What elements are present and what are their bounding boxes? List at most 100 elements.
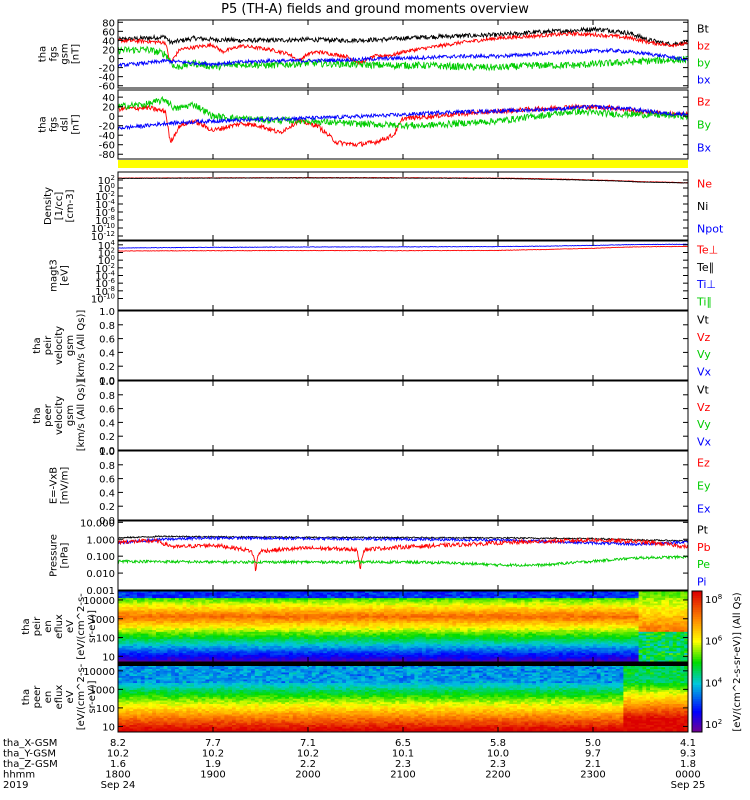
spectrogram-cell	[391, 606, 396, 610]
spectrogram-cell	[463, 649, 469, 652]
spectrogram-cell	[178, 606, 184, 610]
spectrogram-cell	[425, 640, 431, 643]
spectrogram-cell	[425, 599, 431, 603]
spectrogram-cell	[346, 649, 351, 652]
spectrogram-cell	[513, 640, 518, 643]
spectrogram-cell	[532, 619, 537, 622]
spectrogram-cell	[543, 637, 548, 640]
spectrogram-cell	[353, 658, 358, 661]
spectrogram-cell	[304, 626, 309, 629]
spectrogram-cell	[365, 630, 370, 633]
spectrogram-cell	[346, 612, 351, 615]
spectrogram-cell	[118, 608, 123, 612]
spectrogram-cell	[292, 624, 298, 627]
spectrogram-cell	[467, 637, 472, 640]
spectrogram-cell	[186, 591, 191, 594]
spectrogram-cell	[448, 647, 453, 651]
spectrogram-cell	[414, 599, 419, 603]
spectrogram-cell	[277, 599, 282, 603]
spectrogram-cell	[311, 633, 317, 636]
spectrogram-cell	[197, 646, 203, 649]
spectrogram-cell	[384, 646, 389, 649]
spectrogram-cell	[247, 647, 252, 651]
spectrogram-cell	[357, 610, 362, 613]
spectrogram-cell	[349, 654, 355, 658]
spectrogram-cell	[224, 651, 229, 654]
spectrogram-cell	[315, 656, 320, 659]
spectrogram-cell	[551, 615, 556, 619]
spectrogram-cell	[513, 626, 518, 629]
spectrogram-cell	[323, 630, 328, 633]
spectrogram-cell	[425, 619, 431, 622]
spectrogram-cell	[194, 606, 199, 610]
spectrogram-cell	[270, 596, 275, 599]
series-ni	[118, 177, 688, 184]
spectrogram-cell	[319, 649, 324, 652]
spectrogram-cell	[380, 596, 385, 599]
spectrogram-cell	[410, 635, 415, 638]
spectrogram-cell	[338, 649, 343, 652]
spectrogram-cell	[482, 654, 488, 658]
spectrogram-cell	[178, 610, 184, 613]
spectrogram-cell	[498, 591, 503, 594]
spectrogram-cell	[156, 614, 161, 617]
spectrogram-cell	[479, 617, 484, 620]
spectrogram-cell	[365, 601, 370, 604]
spectrogram-cell	[395, 614, 400, 617]
spectrogram-cell	[433, 624, 438, 627]
spectrogram-cell	[467, 605, 472, 608]
spectrogram-cell	[376, 592, 381, 596]
spectrogram-cell	[338, 592, 343, 596]
spectrogram-cell	[448, 619, 453, 622]
spectrogram-cell	[251, 622, 256, 626]
spectrogram-cell	[425, 646, 431, 649]
spectrogram-cell	[437, 644, 442, 647]
spectrogram-cell	[422, 603, 427, 606]
spectrogram-cell	[323, 599, 328, 603]
spectrogram-cell	[520, 608, 526, 612]
spectrogram-cell	[251, 605, 256, 608]
spectrogram-cell	[498, 594, 503, 597]
spectrogram-cell	[228, 624, 233, 627]
y-axis-label: gsm	[65, 335, 76, 356]
spectrogram-cell	[235, 608, 241, 612]
spectrogram-cell	[380, 644, 385, 647]
spectrogram-cell	[520, 633, 526, 636]
spectrogram-cell	[380, 603, 385, 606]
spectrogram-cell	[338, 615, 343, 619]
spectrogram-cell	[167, 646, 172, 649]
spectrogram-cell	[197, 640, 203, 643]
spectrogram-cell	[539, 617, 545, 620]
spectrogram-cell	[285, 594, 290, 597]
spectrogram-cell	[361, 635, 366, 638]
spectrogram-cell	[353, 630, 358, 633]
spectrogram-cell	[520, 619, 526, 622]
spectrogram-cell	[182, 615, 187, 619]
spectrogram-cell	[479, 591, 484, 594]
spectrogram-cell	[308, 631, 313, 635]
spectrogram-cell	[273, 646, 279, 649]
spectrogram-cell	[532, 660, 537, 663]
spectrogram-cell	[391, 653, 396, 656]
spectrogram-cell	[399, 606, 404, 610]
spectrogram-cell	[391, 594, 396, 597]
spectrogram-cell	[194, 658, 199, 661]
spectrogram-cell	[273, 656, 279, 659]
spectrogram-cell	[296, 630, 301, 633]
spectrogram-cell	[505, 612, 510, 615]
spectrogram-cell	[186, 628, 191, 631]
spectrogram-cell	[520, 656, 526, 659]
spectrogram-cell	[296, 631, 301, 635]
spectrogram-cell	[171, 651, 176, 654]
spectrogram-cell	[266, 644, 271, 647]
spectrogram-cell	[368, 653, 374, 656]
spectrogram-cell	[551, 647, 556, 651]
spectrogram-cell	[547, 621, 552, 624]
spectrogram-cell	[235, 640, 241, 643]
spectrogram-cell	[152, 619, 157, 622]
spectrogram-cell	[414, 658, 419, 661]
spectrogram-cell	[498, 654, 503, 658]
spectrogram-cell	[201, 592, 206, 596]
spectrogram-cell	[372, 596, 377, 599]
spectrogram-cell	[205, 660, 210, 663]
